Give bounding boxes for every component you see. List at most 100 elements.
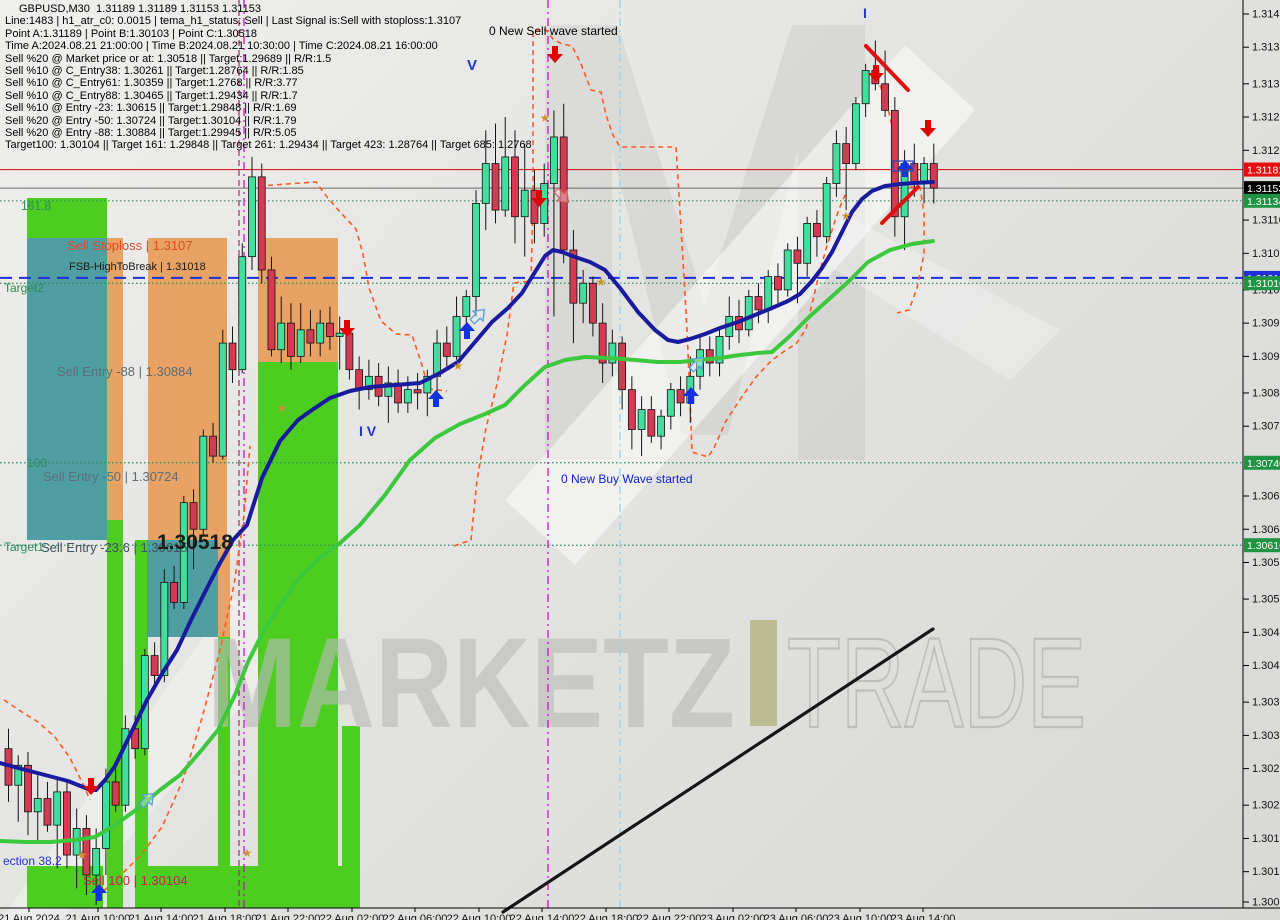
candle xyxy=(326,306,334,350)
candle-body xyxy=(842,143,851,164)
candle-body xyxy=(774,276,782,291)
price-tick-label: 1.30845 xyxy=(1252,387,1280,399)
trendline-break-segment xyxy=(880,185,920,225)
signal-box-icon xyxy=(892,160,914,172)
candle-body xyxy=(199,435,208,530)
price-tick-label: 1.30280 xyxy=(1252,763,1280,775)
candle xyxy=(501,117,510,217)
tema-line xyxy=(0,180,935,792)
signal-info-line: Point A:1.31189 | Point B:1.30103 | Poin… xyxy=(5,27,257,40)
price-badge-label: 1.30740 xyxy=(1247,458,1280,470)
candle xyxy=(803,216,812,277)
candle-body xyxy=(462,296,471,317)
candle xyxy=(394,369,403,413)
candle xyxy=(481,130,490,231)
price-axis: 1.31415 1.31365 1.31310 1.31260 1.31210 1.311… xyxy=(1242,0,1280,909)
candle-body xyxy=(452,316,461,357)
candle-body xyxy=(851,103,860,164)
fib-zone xyxy=(27,198,107,238)
breakout-arrow-icon xyxy=(138,792,155,809)
price-badge: 1.30616 xyxy=(1244,538,1280,553)
candle-body xyxy=(618,342,627,391)
candle xyxy=(228,326,237,383)
watermark-brand-left: MARKETZ xyxy=(207,612,735,755)
candles-layer xyxy=(4,40,938,905)
price-tick-label: 1.30950 xyxy=(1252,318,1280,330)
price-badge-label: 1.31134 xyxy=(1247,196,1280,208)
candle-body xyxy=(822,183,831,238)
sell-arrow-icon xyxy=(531,190,547,207)
candle-body xyxy=(53,791,62,826)
levels-layer xyxy=(0,0,1243,908)
chart-annotation: 100 xyxy=(27,456,47,470)
candle-body xyxy=(189,502,198,530)
star-icon: ★ xyxy=(596,275,607,289)
candle xyxy=(520,143,529,257)
candle xyxy=(82,815,91,895)
price-badge-bg xyxy=(1244,162,1280,177)
candle xyxy=(676,376,685,417)
fib-zone xyxy=(148,238,227,540)
time-tick-label: 22 Aug 14:00 xyxy=(510,913,575,920)
price-tick-label: 1.30380 xyxy=(1252,697,1280,709)
candle-body xyxy=(881,83,889,111)
candle xyxy=(472,190,480,317)
candle-body xyxy=(355,369,364,391)
candle-body xyxy=(248,176,256,258)
candle xyxy=(598,303,607,383)
candle xyxy=(511,130,519,244)
candle-body xyxy=(579,282,588,304)
fib-zone xyxy=(27,238,107,540)
candle-body xyxy=(296,329,305,357)
candle xyxy=(277,296,286,364)
candle xyxy=(822,176,831,244)
buy-arrow-icon xyxy=(91,884,107,901)
stoploss-trail-line xyxy=(258,181,448,392)
time-tick-label: 22 Aug 22:00 xyxy=(637,913,702,920)
signal-info-line: Sell %20 @ Entry -50: 1.30724 || Target:… xyxy=(5,114,297,127)
candle-body xyxy=(238,256,247,371)
candle-body xyxy=(150,655,159,676)
time-tick-label: 21 Aug 18:00 xyxy=(193,913,258,920)
candle-body xyxy=(423,375,432,394)
candle-body xyxy=(647,409,656,437)
chart-annotation: 161.8 xyxy=(21,199,51,213)
logo-swoosh xyxy=(505,45,975,565)
candle xyxy=(861,63,870,118)
candle xyxy=(754,283,763,324)
price-badge: 1.30740 xyxy=(1244,455,1280,470)
price-badge-label: 1.30616 xyxy=(1247,540,1280,552)
candle-body xyxy=(24,764,32,813)
candle-body xyxy=(345,332,354,371)
chart-annotation: Sell Entry -23.6 | 1.30615 xyxy=(41,540,187,555)
chart-annotation: Sell 100 | 1.30104 xyxy=(83,873,188,888)
price-tick-label: 1.30640 xyxy=(1252,524,1280,536)
candle xyxy=(384,366,393,423)
candle xyxy=(744,289,753,337)
price-tick-label: 1.30125 xyxy=(1252,866,1280,878)
candle-body xyxy=(793,249,802,264)
candle-body xyxy=(589,282,597,324)
candle xyxy=(160,569,169,683)
chart-annotation: I V xyxy=(359,423,377,439)
indicator-lines-layer xyxy=(0,44,935,914)
price-tick-label: 1.31055 xyxy=(1252,248,1280,260)
price-badge-bg xyxy=(1244,538,1280,553)
candle-body xyxy=(715,336,724,364)
candle-body xyxy=(666,389,675,417)
star-icon: ★ xyxy=(277,401,288,415)
fib-zone xyxy=(27,866,103,908)
candle-body xyxy=(764,276,773,311)
signal-info-line: Sell %10 @ C_Entry88: 1.30465 || Target:… xyxy=(5,89,298,102)
regression-line xyxy=(501,627,935,914)
chart-annotation: Target2 xyxy=(4,281,44,295)
buy-arrow-icon xyxy=(683,387,699,404)
candle-body xyxy=(598,322,607,364)
chart-annotation: 1.30518 xyxy=(157,531,233,554)
candle xyxy=(442,326,451,367)
price-badge-label: 1.31010 xyxy=(1247,278,1280,290)
chart-annotation: V xyxy=(467,57,477,74)
candle-body xyxy=(209,435,217,457)
